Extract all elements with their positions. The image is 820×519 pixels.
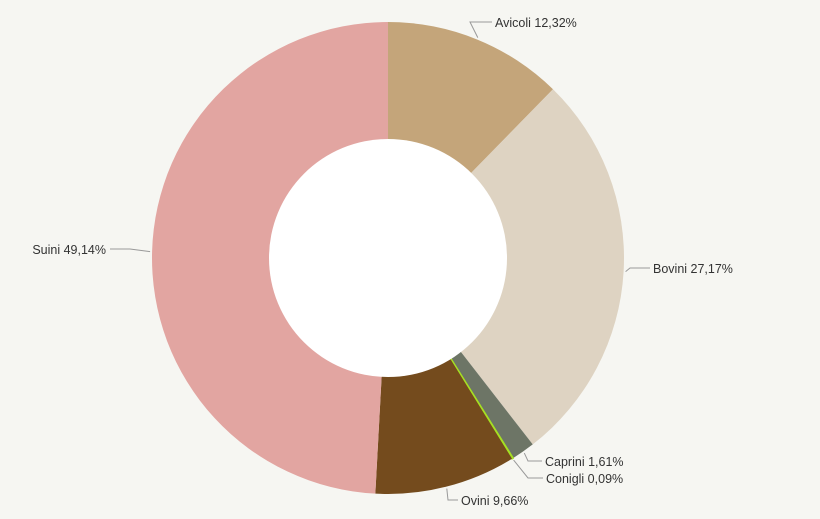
leader-bovini bbox=[625, 267, 650, 272]
leader-caprini bbox=[523, 452, 542, 462]
label-avicoli: Avicoli 12,32% bbox=[495, 16, 577, 30]
leader-ovini bbox=[446, 488, 458, 501]
label-caprini: Caprini 1,61% bbox=[545, 455, 624, 469]
leader-suini bbox=[110, 248, 151, 253]
donut-hole bbox=[269, 139, 507, 377]
label-suini: Suini 49,14% bbox=[32, 243, 106, 257]
leader-lines bbox=[110, 21, 650, 501]
slice-labels: Avicoli 12,32% Bovini 27,17% Caprini 1,61%… bbox=[32, 16, 733, 508]
label-conigli: Conigli 0,09% bbox=[546, 472, 623, 486]
leader-avicoli bbox=[469, 21, 492, 38]
label-bovini: Bovini 27,17% bbox=[653, 262, 733, 276]
label-ovini: Ovini 9,66% bbox=[461, 494, 528, 508]
leader-conigli bbox=[513, 459, 543, 479]
